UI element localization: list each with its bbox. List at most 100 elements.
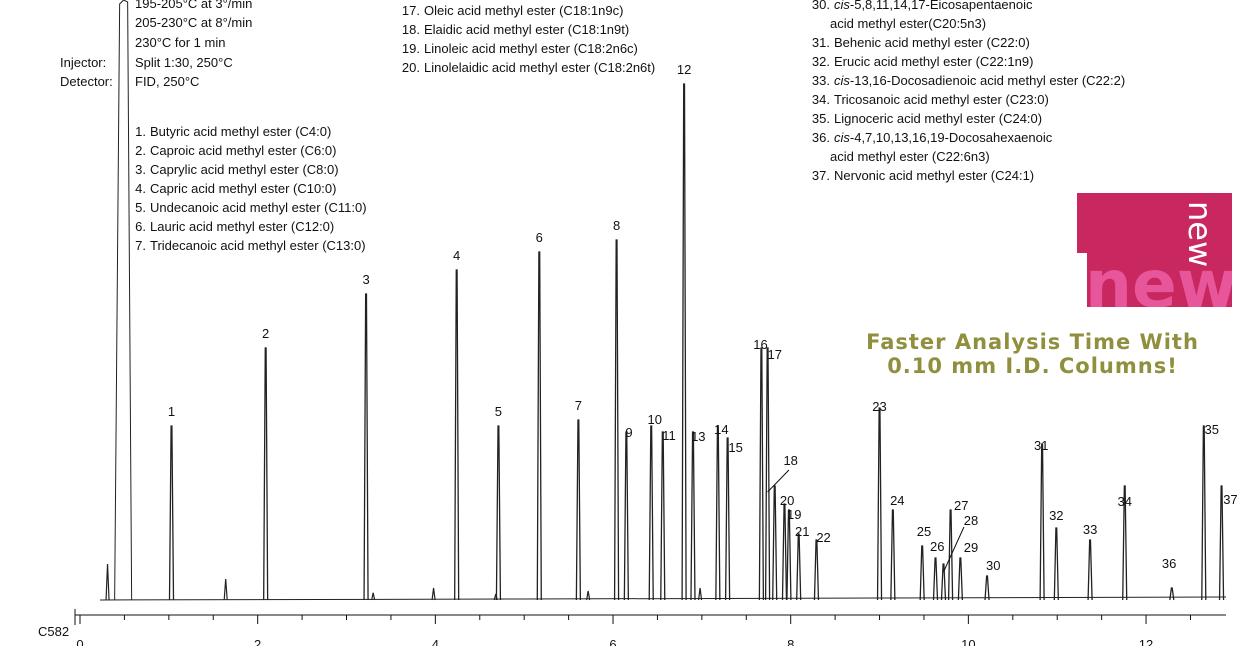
legend-text: Caproic acid methyl ester (C6:0) xyxy=(150,143,337,158)
legend-text: Capric acid methyl ester (C10:0) xyxy=(150,181,337,196)
peak-30 xyxy=(984,575,990,601)
legend-number: 32. xyxy=(811,54,830,69)
peak-label-17: 17 xyxy=(767,347,781,362)
peak-label-11: 11 xyxy=(662,428,676,443)
legend-number: 2. xyxy=(135,143,146,158)
legend-entry: 7. Tridecanoic acid methyl ester (C13:0) xyxy=(126,236,367,255)
peak-35 xyxy=(1201,425,1207,601)
legend-entry: 31. Behenic acid methyl ester (C22:0) xyxy=(810,33,1125,52)
peak-21 xyxy=(796,533,802,601)
legend-number: 30. xyxy=(811,0,830,12)
tagline-line-1: Faster Analysis Time With xyxy=(866,330,1199,354)
legend-entry: 6. Lauric acid methyl ester (C12:0) xyxy=(126,217,367,236)
badge-text-large: new xyxy=(1085,246,1232,307)
x-tick-label: 0 xyxy=(76,637,83,646)
legend-entry: 3. Caprylic acid methyl ester (C8:0) xyxy=(126,160,367,179)
peak-label-34: 34 xyxy=(1117,494,1131,509)
detector-value: FID, 250°C xyxy=(135,74,200,89)
x-tick-label: 12 xyxy=(1139,637,1153,646)
peak-19 xyxy=(786,509,792,601)
peak-11 xyxy=(660,431,666,601)
peak-32 xyxy=(1053,527,1059,601)
peak-9 xyxy=(623,431,629,601)
peak-legend-left: 1. Butyric acid methyl ester (C4:0) 2. Capr… xyxy=(126,122,367,255)
peak-label-5: 5 xyxy=(495,404,502,419)
peak-label-4: 4 xyxy=(453,248,460,263)
minor-peak xyxy=(697,587,703,601)
peak-label-36: 36 xyxy=(1162,556,1176,571)
legend-text: -13,16-Docosadienoic acid methyl ester (… xyxy=(849,73,1126,88)
figure-code: C582 xyxy=(38,624,70,639)
peak-label-12: 12 xyxy=(677,62,691,77)
peak-28 xyxy=(940,563,947,601)
peak-8 xyxy=(613,239,620,601)
badge-lettering: new new xyxy=(1077,193,1232,307)
legend-number: 33. xyxy=(811,73,830,88)
peak-legend-right: 30. cis-5,8,11,14,17-Eicosapentaenoic acid… xyxy=(810,0,1125,185)
legend-number: 17. xyxy=(401,3,420,18)
peak-18-leader xyxy=(767,469,790,493)
legend-text: Oleic acid methyl ester (C18:1n9c) xyxy=(424,3,624,18)
legend-entry: 20. Linolelaidic acid methyl ester (C18:2… xyxy=(400,58,655,77)
legend-text: acid methyl ester (C22:6n3) xyxy=(830,149,990,164)
legend-text: Linolelaidic acid methyl ester (C18:2n6t… xyxy=(424,60,656,75)
legend-text: Behenic acid methyl ester (C22:0) xyxy=(834,35,1030,50)
peak-23 xyxy=(876,407,883,601)
legend-number: 34. xyxy=(811,92,830,107)
peak-label-13: 13 xyxy=(691,429,705,444)
legend-number: 4. xyxy=(135,181,146,196)
peak-label-15: 15 xyxy=(728,440,742,455)
peak-3 xyxy=(363,293,369,601)
legend-number: 3. xyxy=(135,162,146,177)
peak-1 xyxy=(168,425,175,601)
legend-text: Nervonic acid methyl ester (C24:1) xyxy=(834,168,1035,183)
peak-label-23: 23 xyxy=(872,399,886,414)
legend-entry: 33. cis-13,16-Docosadienoic acid methyl e… xyxy=(810,71,1125,90)
legend-prefix: cis xyxy=(834,130,850,145)
peak-25 xyxy=(919,545,925,601)
condition-value: 195-205°C at 3°/min xyxy=(135,0,253,11)
tagline: Faster Analysis Time With 0.10 mm I.D. C… xyxy=(835,330,1230,378)
baseline xyxy=(99,596,1227,601)
legend-number: 7. xyxy=(135,238,146,253)
peak-label-3: 3 xyxy=(362,272,369,287)
peak-14 xyxy=(715,425,721,601)
legend-prefix: cis xyxy=(834,0,850,12)
legend-number: 35. xyxy=(811,111,830,126)
peak-label-21: 21 xyxy=(795,524,809,539)
legend-entry: acid methyl ester(C20:5n3) xyxy=(810,14,1125,33)
legend-entry: 34. Tricosanoic acid methyl ester (C23:0) xyxy=(810,90,1125,109)
legend-number: 37. xyxy=(811,168,830,183)
injector-label: Injector: xyxy=(60,55,107,70)
x-tick-label: 8 xyxy=(787,637,794,646)
badge-text-rotated: new xyxy=(1181,201,1219,267)
peak-5 xyxy=(495,425,502,601)
legend-number: 36. xyxy=(811,130,830,145)
tagline-line-2: 0.10 mm I.D. Columns! xyxy=(887,354,1178,378)
legend-number: 5. xyxy=(135,200,146,215)
x-tick-label: 4 xyxy=(432,637,439,646)
peak-33 xyxy=(1087,539,1093,601)
legend-text: -4,7,10,13,16,19-Docosahexaenoic xyxy=(849,130,1053,145)
new-badge: new new xyxy=(1077,193,1232,307)
peak-6 xyxy=(536,251,542,601)
legend-entry: acid methyl ester (C22:6n3) xyxy=(810,147,1125,166)
peak-2 xyxy=(263,347,269,601)
legend-text: Lauric acid methyl ester (C12:0) xyxy=(150,219,335,234)
peak-label-16: 16 xyxy=(753,337,767,352)
peak-label-28: 28 xyxy=(964,513,978,528)
peak-15 xyxy=(724,437,731,601)
legend-number: 6. xyxy=(135,219,146,234)
peak-label-30: 30 xyxy=(986,558,1000,573)
legend-entry: 32. Erucic acid methyl ester (C22:1n9) xyxy=(810,52,1125,71)
legend-text: Erucic acid methyl ester (C22:1n9) xyxy=(834,54,1034,69)
legend-text: acid methyl ester(C20:5n3) xyxy=(830,16,987,31)
peak-24 xyxy=(890,509,896,601)
condition-value: 230°C for 1 min xyxy=(135,35,226,50)
legend-number: 19. xyxy=(401,41,420,56)
legend-text: Tridecanoic acid methyl ester (C13:0) xyxy=(150,238,366,253)
legend-number: 18. xyxy=(401,22,420,37)
peak-20 xyxy=(781,503,788,601)
legend-text: Butyric acid methyl ester (C4:0) xyxy=(150,124,332,139)
